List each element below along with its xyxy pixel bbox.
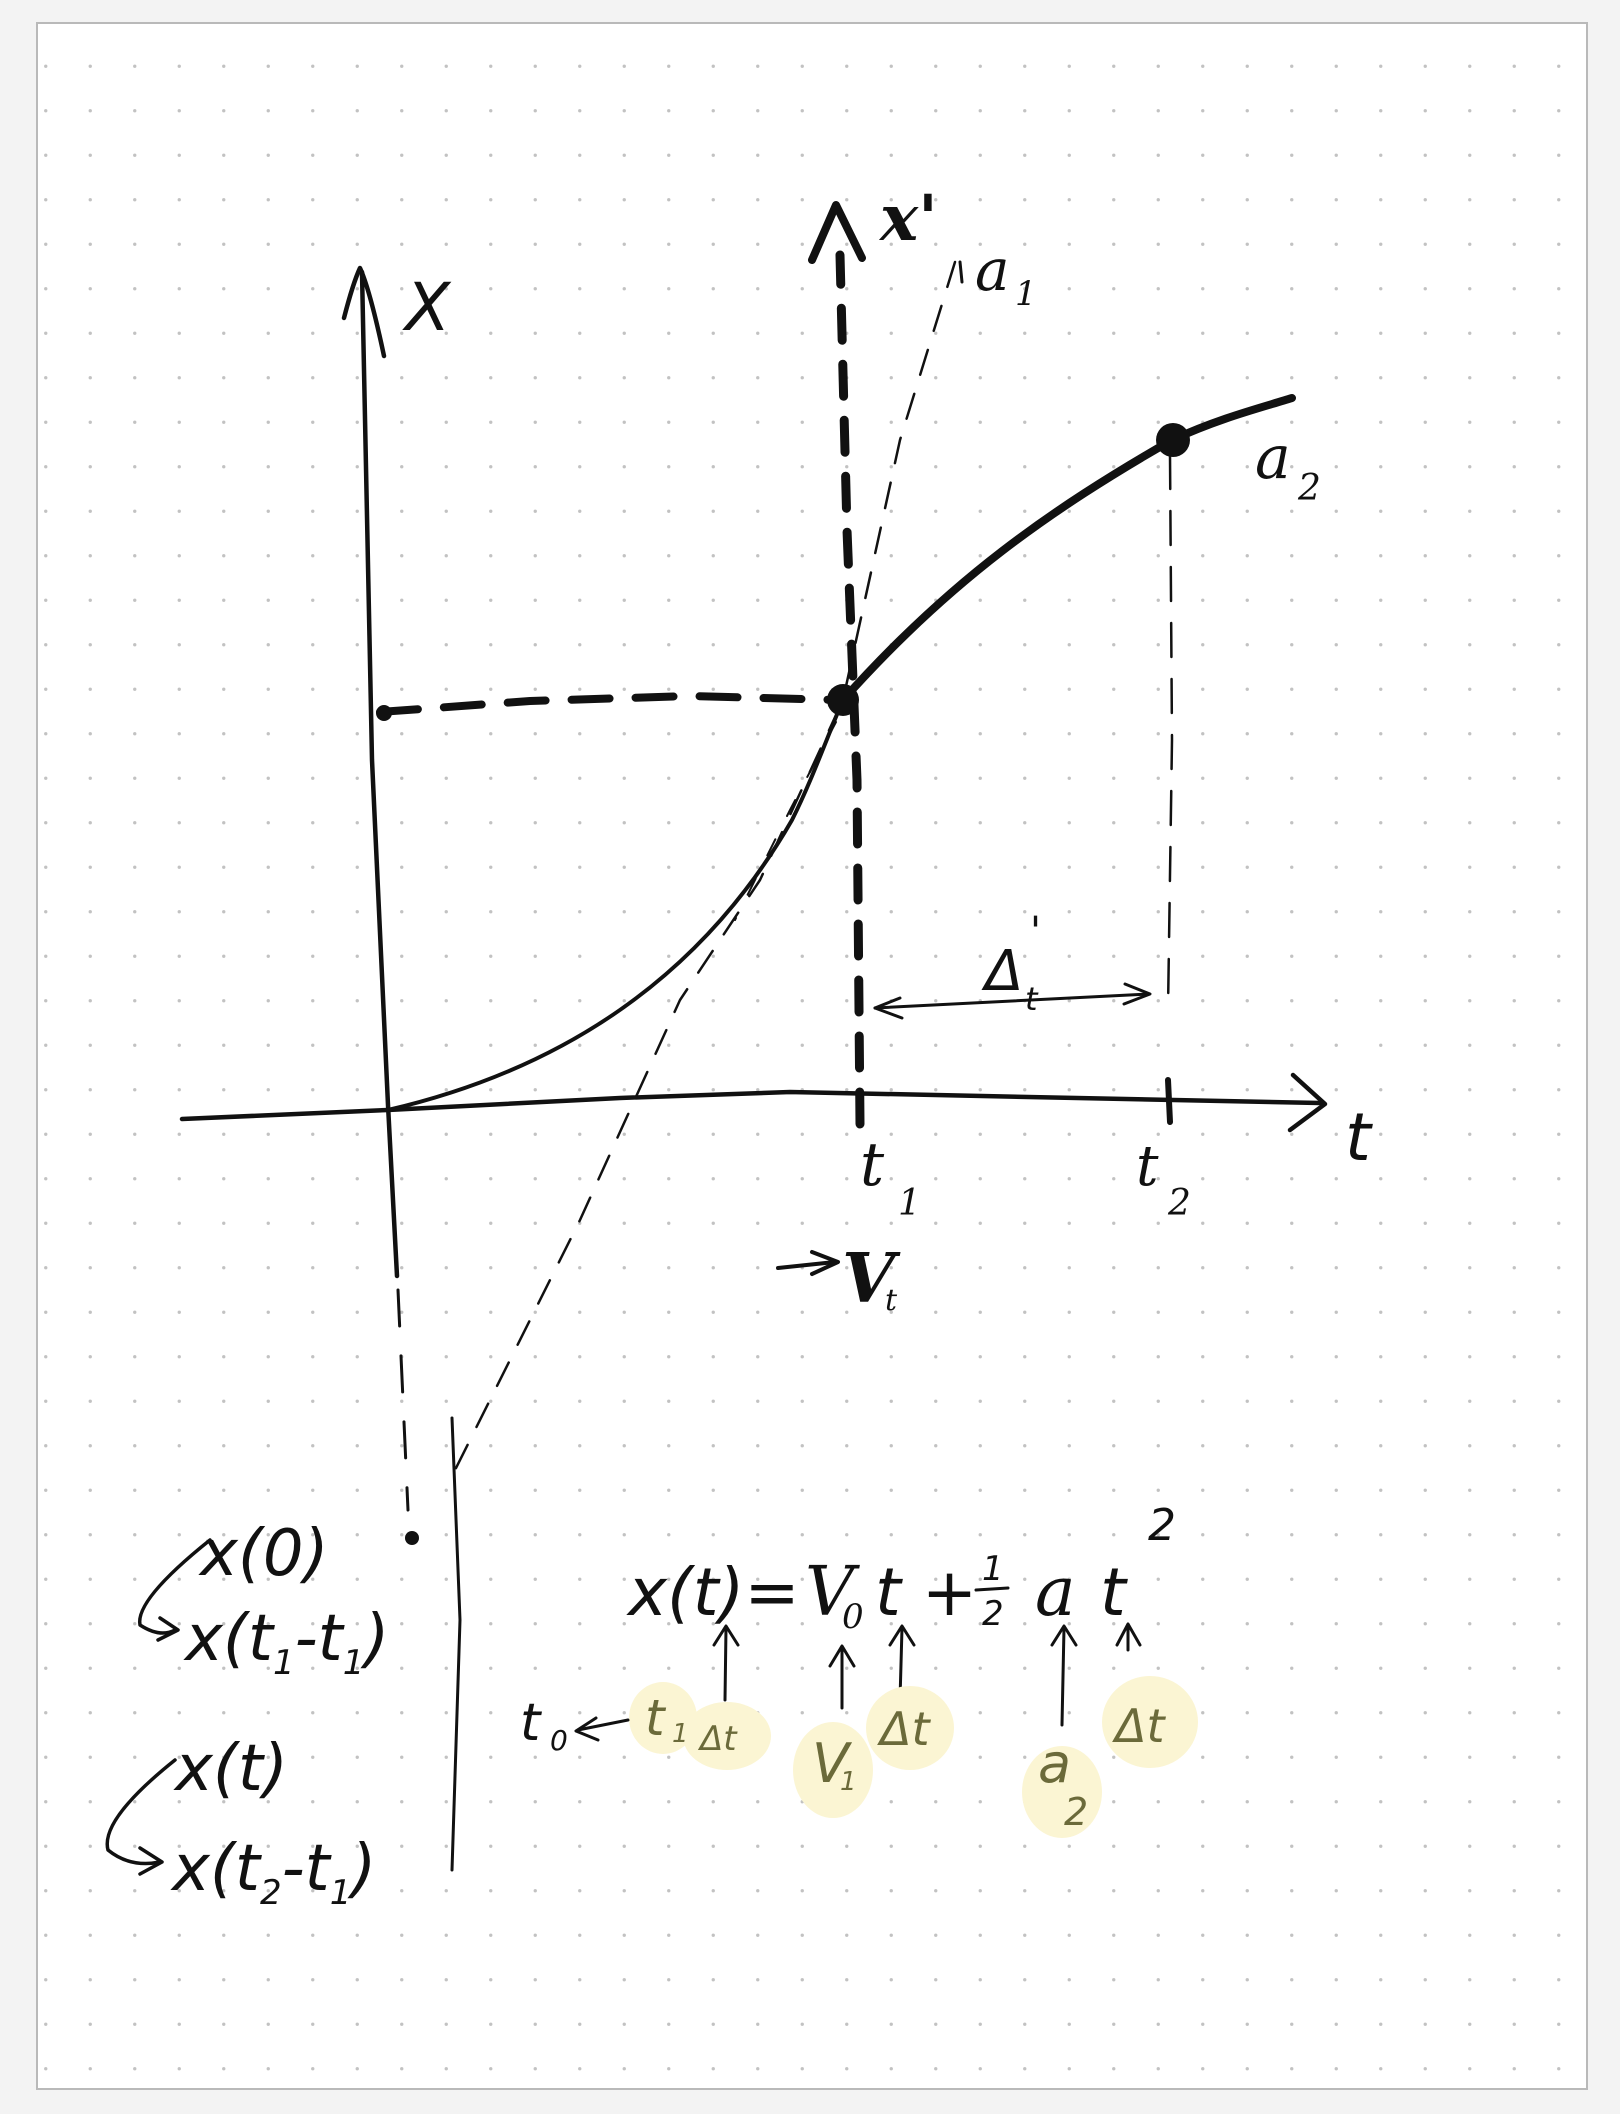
t2-tick (1165, 1077, 1173, 1125)
svg-text:2: 2 (1297, 468, 1321, 509)
dotted-paper-sheet (36, 22, 1588, 2090)
tangent-line-double (734, 721, 837, 921)
svg-text:t: t (860, 1130, 885, 1200)
sub-dt-1: Δt (697, 1719, 738, 1759)
sub-dt-2: Δt (877, 1702, 931, 1756)
t1-tick-label: t 1 (860, 1130, 921, 1224)
substitution-arrows (712, 1622, 1142, 1727)
substitution-values: t 0 t 1 Δt V 1 Δt a 2 Δt (520, 1689, 1166, 1834)
x-prime-axis-label: x' (878, 181, 938, 256)
tangent-line (453, 260, 957, 1472)
equation-half-den: 2 (982, 1594, 1004, 1634)
svg-text:0: 0 (550, 1724, 568, 1757)
point-t2 (1156, 423, 1190, 457)
svg-text:1: 1 (898, 1183, 921, 1224)
note-x-t1-minus-t1: x(t1-t1) (183, 1602, 389, 1683)
note-x-zero: x(0) (198, 1517, 329, 1591)
svg-text:a: a (1038, 1732, 1071, 1795)
svg-text:': ' (1030, 909, 1041, 955)
x-axis-label: X (402, 269, 452, 346)
svg-text:a: a (1255, 423, 1291, 493)
note-x-t: x(t) (173, 1732, 288, 1806)
curve-a2-label: a 2 (1255, 423, 1321, 509)
equation-t-squared: t (1100, 1554, 1128, 1631)
svg-text:Δ: Δ (981, 939, 1023, 1004)
sub-t1: t 1 (645, 1689, 689, 1749)
svg-text:t: t (885, 1283, 898, 1318)
svg-text:t: t (1136, 1134, 1159, 1199)
substitution-highlights (629, 1676, 1198, 1838)
equation-t-term: t + (875, 1554, 977, 1631)
svg-text:1: 1 (672, 1719, 689, 1749)
t2-guide-line (1166, 453, 1174, 1012)
svg-text:2: 2 (1167, 1183, 1191, 1224)
x-axis-position-mark (376, 705, 392, 721)
delta-t-annotation: Δ t ' (873, 909, 1152, 1020)
t-axis-label: t (1345, 1099, 1373, 1176)
velocity-marker: V t (776, 1239, 901, 1319)
svg-text:2: 2 (1064, 1790, 1088, 1834)
t-axis (179, 1072, 1328, 1133)
note-divider (450, 1416, 462, 1872)
equation-exponent: 2 (1148, 1500, 1176, 1551)
position-guide-line (376, 692, 842, 716)
kinematics-equation: x(t)= V 0 t + 1 2 a t 2 (626, 1500, 1176, 1637)
equation-half-num: 1 (982, 1549, 1004, 1589)
curve-a1-label: a 1 (958, 236, 1037, 314)
equation-v: V (805, 1553, 860, 1632)
svg-text:a: a (975, 236, 1010, 304)
equation-lhs: x(t)= (626, 1554, 800, 1631)
x-axis-dashed-extension (396, 1288, 410, 1512)
note-dot (405, 1531, 419, 1545)
svg-text:1: 1 (840, 1767, 857, 1797)
curve-a2 (839, 394, 1296, 704)
svg-text:V: V (842, 1239, 901, 1319)
sub-t0: t 0 (520, 1693, 630, 1757)
x-axis (341, 265, 400, 1279)
curve-a1 (386, 698, 845, 1112)
equation-v-sub: 0 (842, 1597, 864, 1637)
svg-text:t: t (645, 1689, 667, 1747)
point-t1 (827, 684, 859, 716)
t2-tick-label: t 2 (1136, 1134, 1191, 1224)
svg-text:t: t (520, 1693, 542, 1753)
note-x-t2-minus-t1: x(t2-t1) (170, 1832, 376, 1913)
x-prime-axis (808, 201, 866, 1129)
time-shift-notes: x(0) x(t1-t1) x(t) x(t2-t1) (105, 1517, 389, 1913)
sub-a2: a 2 (1038, 1732, 1088, 1834)
svg-text:V: V (812, 1732, 853, 1795)
sub-v1: V 1 (812, 1732, 857, 1797)
sub-dt-3: Δt (1112, 1699, 1166, 1753)
equation-a: a (1035, 1553, 1076, 1632)
svg-text:1: 1 (1015, 274, 1037, 314)
